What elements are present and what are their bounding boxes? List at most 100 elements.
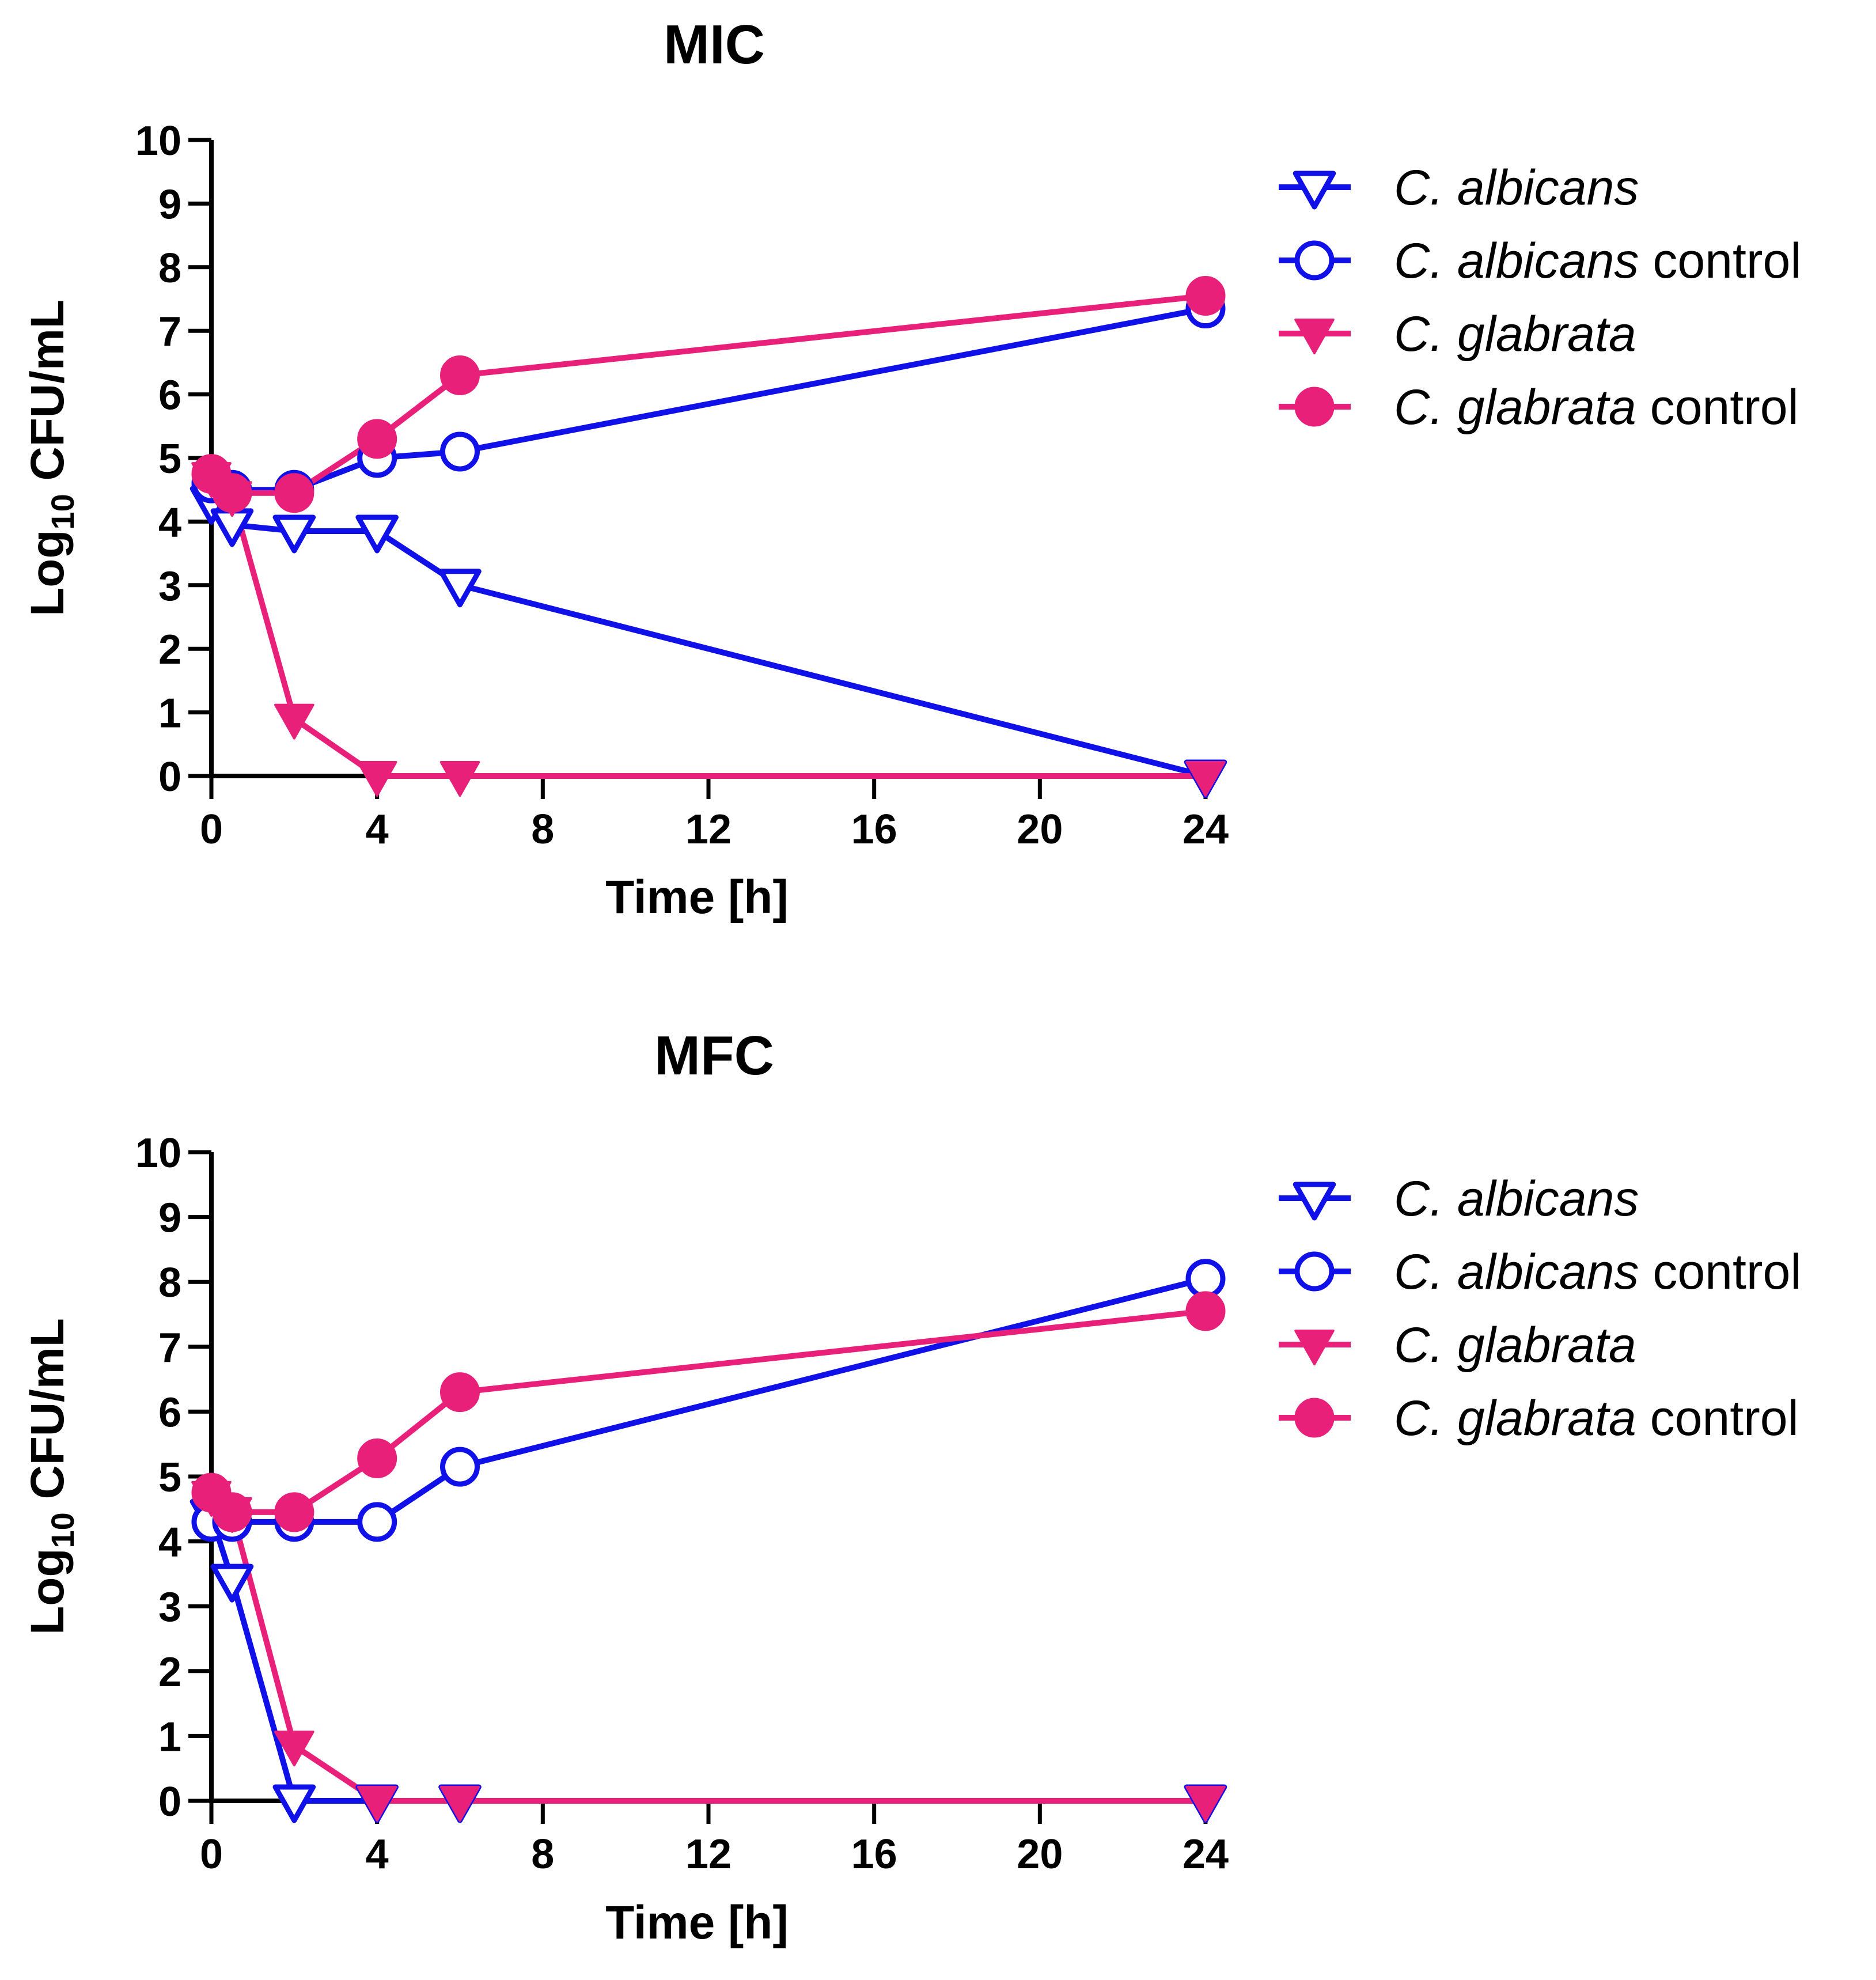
data-point-series-2 bbox=[439, 761, 480, 797]
y-tick-label: 8 bbox=[158, 1260, 181, 1306]
legend-marker bbox=[1293, 171, 1336, 210]
legend-entry-italic: C. glabrata bbox=[1394, 1391, 1636, 1446]
y-tick-label: 7 bbox=[158, 309, 181, 355]
data-point-series-1 bbox=[357, 1502, 397, 1542]
data-point-series-2 bbox=[357, 761, 397, 797]
y-axis-label-subscript: 10 bbox=[44, 494, 81, 529]
x-tick-label: 24 bbox=[1183, 807, 1229, 853]
y-axis-label-rest: CFU/mL bbox=[21, 300, 74, 494]
legend-marker bbox=[1294, 319, 1335, 354]
legend-marker bbox=[1294, 387, 1335, 427]
data-point-series-0 bbox=[210, 1563, 254, 1603]
y-axis-label-rest: CFU/mL bbox=[21, 1318, 74, 1512]
x-tick-label: 12 bbox=[685, 807, 732, 853]
data-point-series-2 bbox=[274, 703, 314, 740]
y-axis-label: Log10 CFU/mL bbox=[21, 300, 81, 616]
chart-title: MIC bbox=[664, 14, 765, 75]
y-tick-label: 10 bbox=[135, 118, 181, 164]
data-point-series-3 bbox=[440, 1372, 480, 1413]
data-point-series-3 bbox=[440, 355, 480, 395]
y-tick-label: 3 bbox=[158, 563, 181, 609]
data-point-series-2 bbox=[1185, 1786, 1226, 1822]
y-tick-label: 9 bbox=[158, 1195, 181, 1241]
data-point-series-1 bbox=[1185, 1259, 1226, 1299]
x-tick-label: 20 bbox=[1017, 807, 1063, 853]
x-tick-label: 4 bbox=[366, 1831, 389, 1877]
y-axis-label: Log10 CFU/mL bbox=[21, 1318, 81, 1635]
data-point-series-1 bbox=[440, 1447, 480, 1487]
x-tick-label: 8 bbox=[531, 1831, 554, 1877]
data-point-series-0 bbox=[272, 1784, 316, 1823]
data-point-series-2 bbox=[357, 1786, 397, 1822]
x-tick-label: 0 bbox=[200, 807, 223, 853]
y-tick-label: 10 bbox=[135, 1130, 181, 1176]
y-tick-label: 1 bbox=[158, 1714, 181, 1760]
legend-marker bbox=[1294, 1251, 1335, 1292]
legend-marker bbox=[1294, 240, 1335, 281]
y-axis-label-main: Log bbox=[21, 530, 74, 616]
data-point-series-1 bbox=[440, 431, 480, 472]
x-tick-label: 4 bbox=[366, 807, 389, 853]
data-point-series-3 bbox=[357, 419, 397, 459]
y-tick-label: 4 bbox=[158, 1520, 181, 1566]
x-tick-label: 24 bbox=[1183, 1831, 1229, 1877]
data-point-series-3 bbox=[212, 473, 252, 513]
legend-entry: C. glabrata bbox=[1394, 306, 1636, 362]
legend-entry-italic: C. glabrata bbox=[1394, 1318, 1636, 1373]
data-point-series-2 bbox=[439, 1786, 480, 1822]
legend-entry: C. albicans bbox=[1394, 160, 1639, 215]
chart-title: MFC bbox=[654, 1025, 774, 1086]
data-point-series-0 bbox=[438, 569, 482, 608]
x-tick-label: 12 bbox=[685, 1831, 732, 1877]
y-tick-label: 7 bbox=[158, 1325, 181, 1371]
legend-entry: C. albicans bbox=[1394, 1171, 1639, 1226]
legend-entry-italic: C. glabrata bbox=[1394, 380, 1636, 435]
series-line-2 bbox=[209, 1493, 1206, 1804]
legend-entry-rest: control bbox=[1639, 1244, 1801, 1300]
y-tick-label: 8 bbox=[158, 245, 181, 291]
data-point-series-2 bbox=[1185, 761, 1226, 797]
x-tick-label: 16 bbox=[851, 807, 897, 853]
x-axis-label: Time [h] bbox=[605, 871, 788, 923]
x-tick-label: 20 bbox=[1017, 1831, 1063, 1877]
y-tick-label: 2 bbox=[158, 1649, 181, 1695]
legend-entry-rest: control bbox=[1639, 233, 1801, 289]
y-tick-label: 1 bbox=[158, 691, 181, 737]
y-tick-label: 0 bbox=[158, 1779, 181, 1825]
data-point-series-3 bbox=[1185, 275, 1226, 316]
legend-marker bbox=[1294, 1330, 1335, 1365]
legend-entry-italic: C. glabrata bbox=[1394, 306, 1636, 362]
y-tick-label: 9 bbox=[158, 181, 181, 228]
data-point-series-3 bbox=[274, 1492, 314, 1532]
legend-entry: C. glabrata control bbox=[1394, 380, 1799, 435]
data-point-series-3 bbox=[357, 1438, 397, 1478]
legend-entry-rest: control bbox=[1636, 1391, 1799, 1446]
legend-entry: C. glabrata control bbox=[1394, 1391, 1799, 1446]
data-point-series-3 bbox=[1185, 1291, 1226, 1331]
legend-entry-italic: C. albicans bbox=[1394, 1244, 1639, 1300]
y-axis-label-main: Log bbox=[21, 1549, 74, 1635]
legend-entry-italic: C. albicans bbox=[1394, 1171, 1639, 1226]
series-line-0 bbox=[209, 500, 1207, 779]
series-line-3 bbox=[209, 1308, 1206, 1515]
x-tick-label: 8 bbox=[531, 807, 554, 853]
legend-entry-italic: C. albicans bbox=[1394, 160, 1639, 215]
legend-marker bbox=[1293, 1182, 1336, 1221]
y-tick-label: 0 bbox=[158, 754, 181, 800]
legend-entry: C. glabrata bbox=[1394, 1318, 1636, 1373]
data-point-series-3 bbox=[212, 1492, 252, 1532]
series-line-1 bbox=[211, 1275, 1207, 1525]
x-axis-label: Time [h] bbox=[605, 1896, 788, 1949]
legend: C. albicans C. albicans control C. glabrat… bbox=[1279, 160, 1801, 435]
x-tick-label: 16 bbox=[851, 1831, 897, 1877]
y-tick-label: 4 bbox=[158, 499, 181, 546]
y-tick-label: 6 bbox=[158, 373, 181, 419]
x-tick-label: 0 bbox=[200, 1831, 223, 1877]
y-tick-label: 5 bbox=[158, 436, 181, 482]
legend-entry: C. albicans control bbox=[1394, 1244, 1801, 1300]
data-point-series-0 bbox=[272, 514, 316, 554]
legend-entry: C. albicans control bbox=[1394, 233, 1801, 289]
